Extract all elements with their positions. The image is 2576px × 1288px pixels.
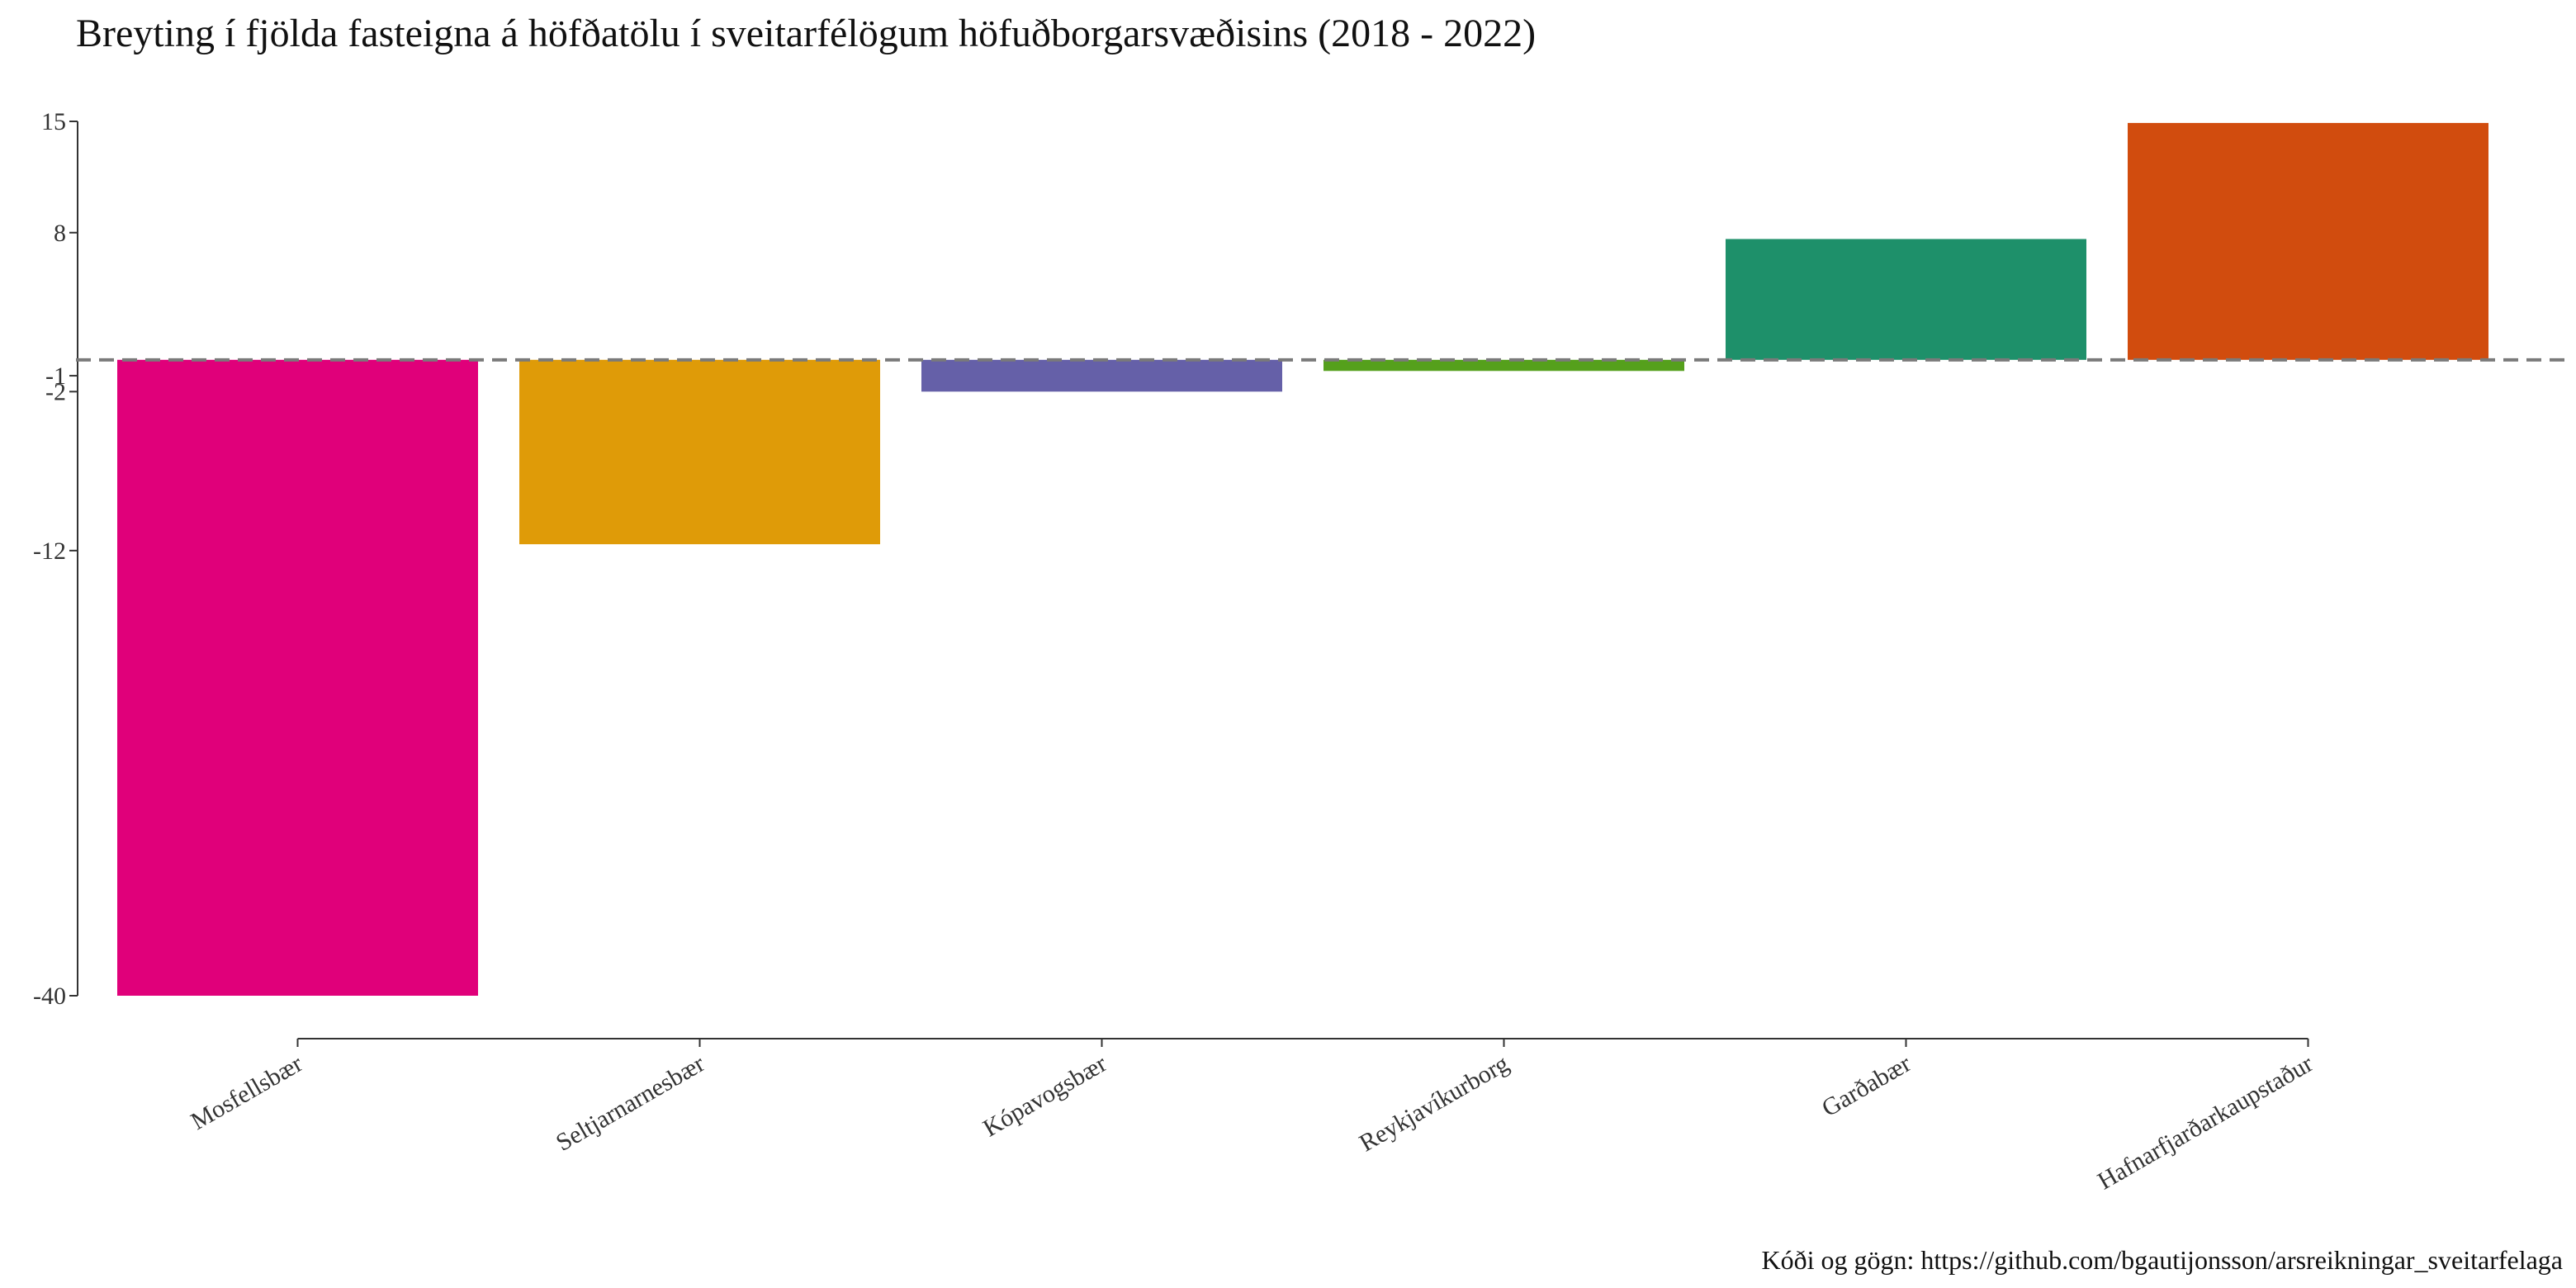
x-tick-label: Reykjavíkurborg xyxy=(1355,1049,1513,1157)
x-tick-label: Garðabær xyxy=(1817,1049,1915,1122)
y-tick-label: -40 xyxy=(33,983,66,1010)
bar xyxy=(921,359,1282,392)
y-tick-label: -1 xyxy=(45,362,66,390)
bar xyxy=(519,359,880,545)
x-axis: Mosfellsbær Seltjarnarnesbær Kópavogsbær Re… xyxy=(187,1038,2318,1195)
bar xyxy=(117,359,478,996)
y-tick-label: 15 xyxy=(41,108,66,135)
y-tick-label: -2 xyxy=(45,378,66,405)
chart-title: Breyting í fjölda fasteigna á höfðatölu … xyxy=(76,12,1536,55)
bar xyxy=(1324,359,1684,372)
bar xyxy=(1726,239,2086,360)
y-axis: 15 8 -1-2 -12 -40 xyxy=(33,108,78,1010)
x-tick-label: Kópavogsbær xyxy=(978,1049,1111,1142)
chart-caption: Kóði og gögn: https://github.com/bgautij… xyxy=(1762,1245,2564,1275)
x-tick-label: Mosfellsbær xyxy=(187,1049,307,1135)
x-tick-label: Seltjarnarnesbær xyxy=(552,1049,709,1156)
bars xyxy=(117,122,2488,996)
y-tick-label: -12 xyxy=(33,537,66,565)
bar xyxy=(2128,122,2488,360)
x-tick-label: Hafnarfjarðarkaupstaður xyxy=(2093,1049,2318,1195)
y-tick-label: 8 xyxy=(54,220,66,247)
